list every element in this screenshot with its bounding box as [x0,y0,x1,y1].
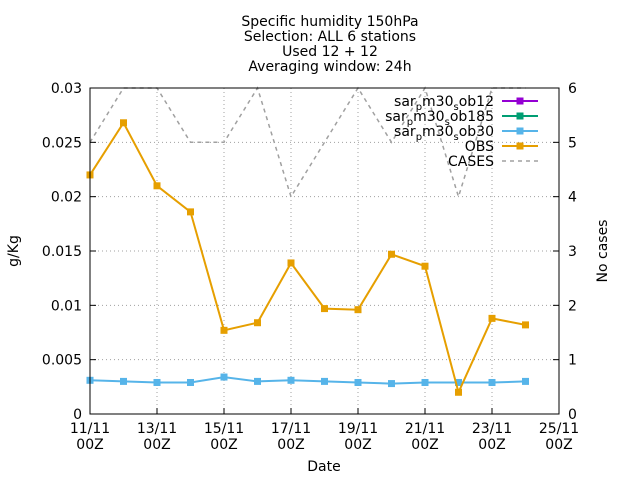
x-axis-label: Date [307,459,340,475]
data-point-OBS [120,119,127,127]
title-line: Selection: ALL 6 stations [244,29,416,45]
legend-label: CASES [448,154,494,170]
data-point-OBS [488,314,496,322]
x-tick-label: 21/11 [405,421,445,437]
y2-tick-label: 2 [568,298,577,314]
data-point-OBS [321,305,328,313]
data-point-sar_pm30_sob30 [220,373,228,381]
axes: 0 0.005 0.01 0.015 0.02 0.025 0.03 0 1 2 3 4 5 6 11/11… [42,81,579,453]
y2-tick-label: 3 [568,244,577,260]
data-point-sar_pm30_sob30 [287,376,295,384]
legend: sarpm30sob12sarpm30sob185sarpm30sob30OBS… [385,94,538,170]
y-tick-label: 0 [73,407,82,423]
x-tick-label-hour: 00Z [277,437,304,453]
y-tick-label: 0.015 [42,244,82,260]
y2-tick-label: 6 [568,81,577,97]
x-tick-label: 25/11 [539,421,579,437]
plot-series [86,86,529,396]
data-point-sar_pm30_sob30 [354,378,362,386]
data-point-OBS [522,321,529,329]
legend-marker-sar_pm30_sob12 [516,97,524,105]
data-point-OBS [220,326,228,334]
legend-label: OBS [465,139,494,155]
x-tick-label: 15/11 [204,421,244,437]
y2-tick-label: 0 [568,407,577,423]
x-tick-label: 11/11 [70,421,110,437]
data-point-sar_pm30_sob30 [120,377,127,385]
legend-marker-OBS [516,142,524,150]
data-point-sar_pm30_sob30 [455,378,462,386]
data-point-OBS [187,208,194,216]
y2-tick-label: 1 [568,353,577,369]
y-axis-label: g/Kg [6,235,22,267]
x-tick-label-hour: 00Z [143,437,170,453]
x-tick-label-hour: 00Z [545,437,572,453]
data-point-OBS [421,262,429,270]
y-tick-label: 0.01 [51,298,82,314]
y-tick-label: 0.005 [42,353,82,369]
x-tick-label-hour: 00Z [411,437,438,453]
series-line-CASES [89,86,526,200]
y-tick-label: 0.02 [51,190,82,206]
x-tick-label-hour: 00Z [76,437,103,453]
series-line-OBS [89,120,526,396]
data-point-OBS [455,388,462,396]
x-tick-label-hour: 00Z [478,437,505,453]
data-point-sar_pm30_sob30 [153,378,161,386]
legend-label: sarpm30sob185 [385,109,494,128]
x-tick-label-hour: 00Z [210,437,237,453]
data-point-OBS [254,319,261,327]
data-point-OBS [287,259,295,267]
data-point-OBS [354,306,362,314]
legend-marker-sar_pm30_sob185 [516,112,524,120]
title-line: Specific humidity 150hPa [241,14,418,30]
y-tick-label: 0.03 [51,81,82,97]
x-tick-label: 13/11 [137,421,177,437]
legend-label: sarpm30sob12 [394,94,494,113]
legend-label: sarpm30sob30 [394,124,494,143]
series-line-sar_pm30_sob30 [89,376,526,385]
data-point-sar_pm30_sob30 [321,377,328,385]
data-point-sar_pm30_sob30 [488,378,496,386]
data-point-OBS [153,182,161,190]
x-tick-label: 23/11 [472,421,512,437]
y2-tick-label: 5 [568,135,577,151]
title-line: Used 12 + 12 [282,44,378,60]
x-tick-label-hour: 00Z [344,437,371,453]
y2-tick-label: 4 [568,190,577,206]
data-point-sar_pm30_sob30 [421,378,429,386]
data-point-sar_pm30_sob30 [388,380,395,388]
title-line: Averaging window: 24h [248,59,411,75]
data-point-OBS [388,250,395,258]
x-tick-label: 17/11 [271,421,311,437]
data-point-sar_pm30_sob30 [522,377,529,385]
legend-marker-sar_pm30_sob30 [516,127,524,135]
y-tick-label: 0.025 [42,135,82,151]
data-point-sar_pm30_sob30 [254,377,261,385]
y2-axis-label: No cases [595,220,611,283]
x-tick-label: 19/11 [338,421,378,437]
data-point-sar_pm30_sob30 [187,378,194,386]
